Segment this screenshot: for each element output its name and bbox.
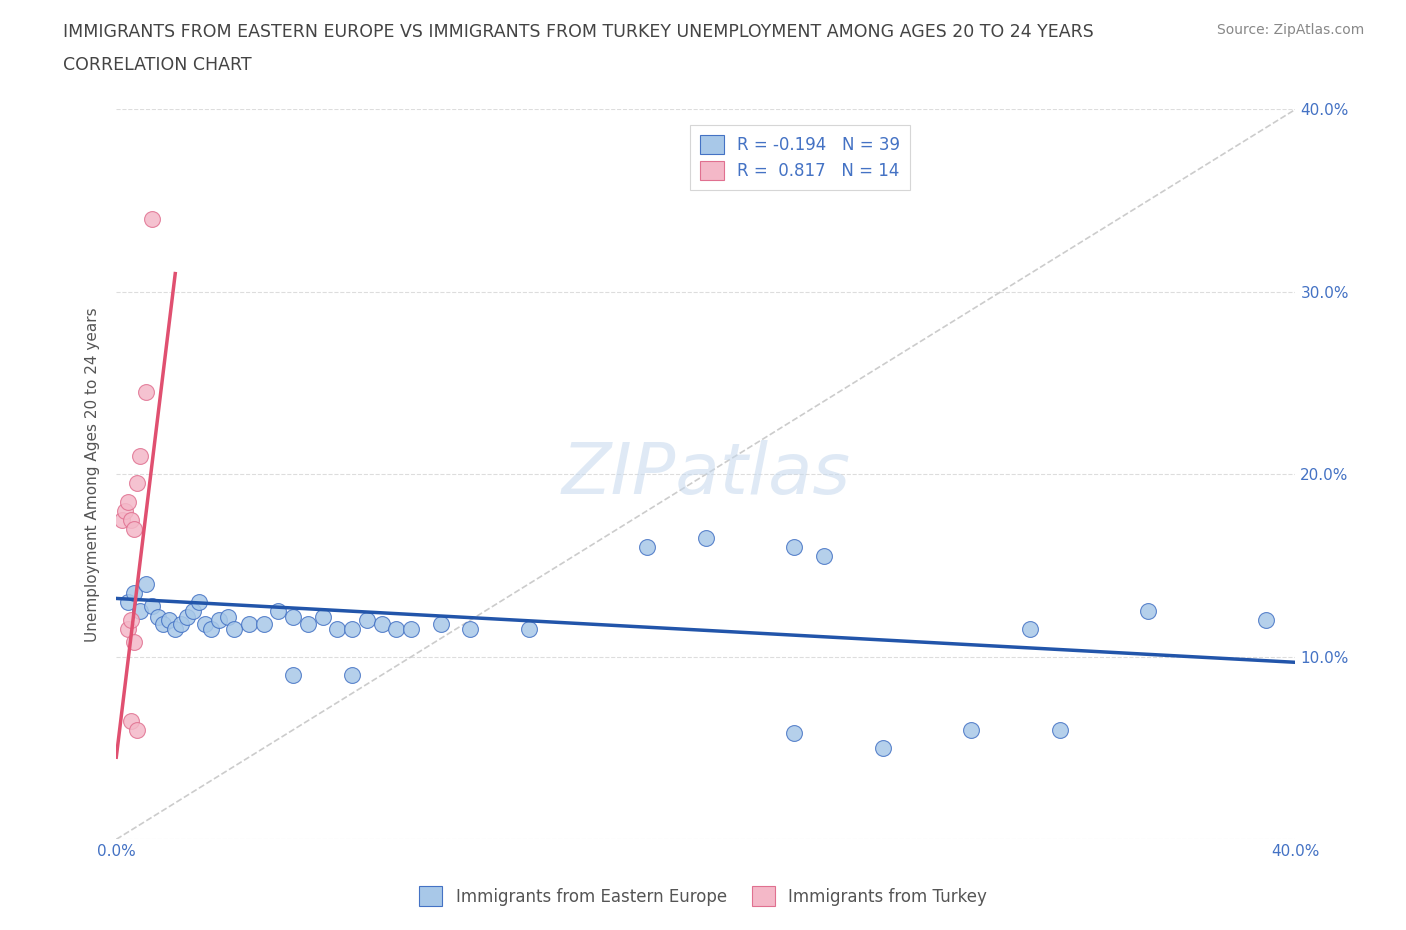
Point — [1137, 604, 1160, 618]
Point — [120, 512, 142, 527]
Point — [146, 609, 169, 624]
Point — [370, 617, 392, 631]
Point — [281, 668, 304, 683]
Point — [1254, 613, 1277, 628]
Point — [128, 604, 150, 618]
Point — [157, 613, 180, 628]
Point — [181, 604, 204, 618]
Point — [128, 448, 150, 463]
Point — [224, 622, 246, 637]
Point — [125, 476, 148, 491]
Point — [200, 622, 222, 637]
Point — [135, 577, 157, 591]
Point — [111, 512, 134, 527]
Point — [267, 604, 290, 618]
Point — [122, 635, 145, 650]
Point — [253, 617, 276, 631]
Point — [356, 613, 378, 628]
Point — [122, 586, 145, 601]
Point — [311, 609, 333, 624]
Point — [117, 594, 139, 609]
Legend: Immigrants from Eastern Europe, Immigrants from Turkey: Immigrants from Eastern Europe, Immigran… — [412, 880, 994, 912]
Point — [458, 622, 481, 637]
Point — [120, 613, 142, 628]
Legend: R = -0.194   N = 39, R =  0.817   N = 14: R = -0.194 N = 39, R = 0.817 N = 14 — [690, 125, 910, 190]
Point — [340, 622, 363, 637]
Point — [429, 617, 451, 631]
Point — [385, 622, 408, 637]
Point — [813, 549, 835, 564]
Point — [152, 617, 174, 631]
Point — [695, 531, 717, 546]
Point — [122, 522, 145, 537]
Point — [187, 594, 209, 609]
Point — [340, 668, 363, 683]
Point — [399, 622, 422, 637]
Point — [117, 622, 139, 637]
Point — [176, 609, 198, 624]
Text: ZIPatlas: ZIPatlas — [561, 440, 851, 509]
Point — [170, 617, 193, 631]
Point — [117, 494, 139, 509]
Point — [783, 540, 806, 555]
Point — [1049, 723, 1071, 737]
Point — [125, 723, 148, 737]
Point — [208, 613, 231, 628]
Point — [135, 385, 157, 400]
Point — [217, 609, 239, 624]
Point — [141, 598, 163, 613]
Point — [120, 713, 142, 728]
Text: IMMIGRANTS FROM EASTERN EUROPE VS IMMIGRANTS FROM TURKEY UNEMPLOYMENT AMONG AGES: IMMIGRANTS FROM EASTERN EUROPE VS IMMIGR… — [63, 23, 1094, 41]
Point — [517, 622, 540, 637]
Point — [238, 617, 260, 631]
Point — [783, 726, 806, 741]
Point — [636, 540, 658, 555]
Point — [326, 622, 349, 637]
Point — [872, 740, 894, 755]
Point — [297, 617, 319, 631]
Point — [960, 723, 983, 737]
Point — [114, 503, 136, 518]
Text: Source: ZipAtlas.com: Source: ZipAtlas.com — [1216, 23, 1364, 37]
Point — [141, 211, 163, 226]
Point — [165, 622, 187, 637]
Point — [194, 617, 217, 631]
Y-axis label: Unemployment Among Ages 20 to 24 years: Unemployment Among Ages 20 to 24 years — [86, 307, 100, 642]
Point — [281, 609, 304, 624]
Point — [1019, 622, 1042, 637]
Text: CORRELATION CHART: CORRELATION CHART — [63, 56, 252, 73]
